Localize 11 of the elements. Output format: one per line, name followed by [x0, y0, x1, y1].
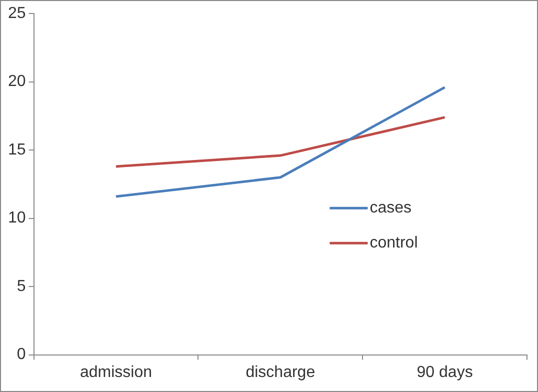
legend-label: control	[370, 234, 418, 252]
x-tick-label: admission	[80, 364, 152, 381]
legend-label: cases	[370, 199, 412, 216]
y-tick-label: 20	[8, 73, 26, 90]
y-tick-label: 15	[8, 141, 26, 158]
y-tick-label: 0	[16, 346, 26, 364]
y-tick-label: 10	[8, 210, 26, 227]
x-tick-label: discharge	[246, 364, 316, 381]
y-tick-label: 25	[8, 5, 26, 22]
y-tick-label: 5	[16, 278, 26, 295]
x-tick-label: 90 days	[416, 364, 473, 381]
